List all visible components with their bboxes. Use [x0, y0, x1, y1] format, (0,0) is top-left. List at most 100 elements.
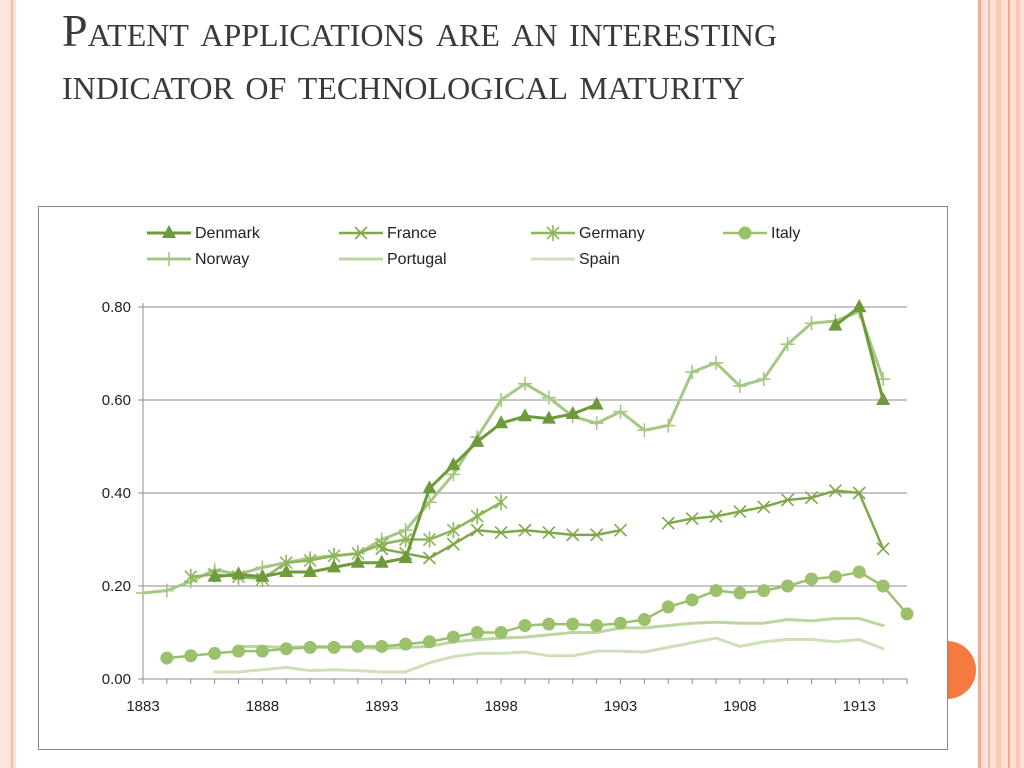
data-point [733, 586, 747, 600]
grid-lines [143, 306, 907, 587]
data-point [542, 525, 556, 540]
data-point [613, 523, 628, 537]
data-point [546, 225, 560, 241]
data-point [136, 585, 150, 600]
data-point [422, 480, 437, 494]
data-point [423, 635, 436, 649]
data-point [494, 415, 509, 429]
data-point [756, 372, 771, 387]
y-tick-label: 0.60 [102, 392, 131, 409]
legend-item-norway: Norway [147, 251, 249, 268]
data-point [565, 405, 580, 419]
x-tick-label: 1898 [484, 698, 517, 715]
y-tick-label: 0.20 [102, 578, 131, 595]
data-point [184, 568, 198, 585]
data-point [828, 317, 843, 331]
data-point [160, 651, 174, 665]
x-tick-label: 1913 [843, 698, 876, 715]
series-line [380, 528, 622, 560]
series-line [165, 570, 909, 660]
data-point [494, 525, 508, 540]
data-point [876, 579, 890, 593]
data-point [661, 600, 675, 614]
data-point [876, 542, 890, 556]
series-norway [136, 304, 891, 600]
data-point [541, 410, 556, 424]
data-point [614, 616, 627, 630]
legend-item-germany: Germany [531, 225, 645, 242]
data-point [828, 484, 842, 498]
data-point [303, 564, 318, 578]
data-point [327, 559, 341, 573]
data-point [757, 584, 771, 598]
data-point [685, 593, 699, 607]
data-point [159, 583, 174, 598]
y-tick-label: 0.40 [102, 485, 131, 502]
x-tick-label: 1888 [246, 698, 279, 715]
series-denmark [207, 299, 891, 582]
data-point [518, 523, 532, 537]
data-point [876, 392, 891, 405]
legend-label: Germany [579, 225, 645, 242]
data-point [470, 523, 484, 537]
data-point [446, 457, 461, 471]
data-point [399, 637, 413, 651]
data-point [637, 423, 652, 438]
data-point [566, 528, 580, 542]
data-point [303, 640, 317, 654]
data-point [661, 516, 675, 530]
data-point [709, 509, 723, 523]
data-point [207, 568, 222, 582]
data-point [494, 626, 508, 639]
series-line [213, 636, 885, 674]
series-france [375, 484, 890, 565]
data-point [685, 512, 699, 526]
data-point [900, 607, 914, 621]
data-point [208, 646, 222, 660]
data-point [613, 404, 628, 419]
data-point [732, 379, 747, 394]
data-point [733, 505, 747, 519]
data-point [255, 568, 270, 582]
legend-label: Portugal [387, 251, 447, 268]
legend-item-italy: Italy [723, 225, 800, 242]
data-point [589, 396, 604, 410]
legend-label: Denmark [195, 225, 261, 242]
data-point [566, 617, 580, 631]
data-point [852, 486, 866, 500]
series-line [667, 489, 885, 551]
legend-item-spain: Spain [531, 251, 620, 268]
data-point [590, 528, 604, 542]
data-point [162, 225, 176, 238]
legend-item-portugal: Portugal [339, 251, 447, 268]
data-point [738, 226, 752, 240]
legend-label: Italy [771, 225, 800, 242]
data-point [162, 252, 176, 266]
data-point [780, 337, 795, 352]
data-point [828, 570, 842, 584]
data-point [542, 617, 556, 631]
series-lines [136, 299, 914, 674]
data-point [470, 626, 484, 639]
legend-item-denmark: Denmark [147, 225, 261, 242]
series-line [141, 310, 885, 595]
series-spain [213, 636, 885, 674]
data-point [518, 376, 532, 391]
data-point [661, 418, 676, 433]
data-point [422, 551, 437, 565]
data-point [685, 365, 700, 380]
data-point [852, 565, 866, 579]
data-point [589, 416, 604, 431]
data-point [375, 639, 389, 653]
data-point [255, 644, 269, 658]
y-tick-label: 0.80 [102, 299, 131, 316]
data-point [804, 491, 819, 505]
data-point [184, 649, 198, 663]
data-point [494, 494, 508, 511]
y-tick-label: 0.00 [102, 671, 131, 688]
legend: Denmark France Germany Italy Norway Portugal S… [147, 225, 800, 268]
data-point [446, 537, 460, 551]
data-point [374, 554, 389, 568]
data-point [350, 554, 365, 568]
data-point [351, 639, 365, 653]
